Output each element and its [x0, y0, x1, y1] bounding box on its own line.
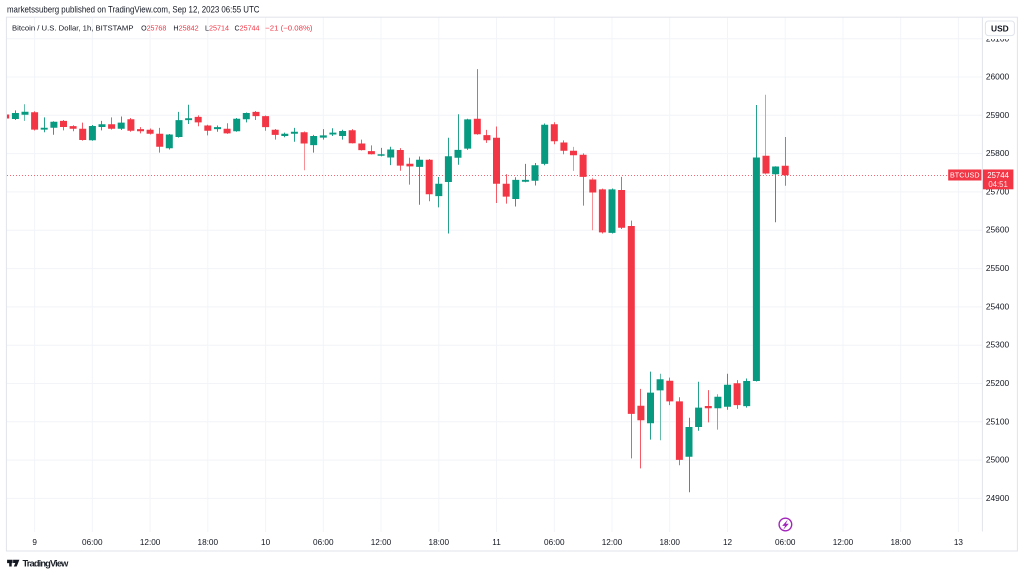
svg-text:06:00: 06:00: [544, 538, 565, 547]
svg-text:BTCUSD: BTCUSD: [950, 171, 980, 180]
svg-text:25400: 25400: [986, 301, 1010, 311]
svg-text:18:00: 18:00: [659, 538, 680, 547]
svg-text:25600: 25600: [986, 225, 1010, 235]
svg-text:12:00: 12:00: [833, 538, 854, 547]
svg-text:USD: USD: [991, 23, 1009, 33]
svg-text:06:00: 06:00: [82, 538, 103, 547]
svg-text:TradingView: TradingView: [23, 558, 70, 568]
svg-text:25800: 25800: [986, 148, 1010, 158]
svg-text:25744: 25744: [987, 171, 1009, 180]
svg-text:12: 12: [723, 538, 733, 547]
svg-text:11: 11: [492, 538, 501, 547]
svg-text:04:51: 04:51: [988, 180, 1008, 189]
svg-text:06:00: 06:00: [775, 538, 796, 547]
svg-text:06:00: 06:00: [313, 538, 334, 547]
svg-text:marketssuberg published on Tra: marketssuberg published on TradingView.c…: [7, 4, 260, 15]
svg-text:24900: 24900: [986, 493, 1010, 503]
svg-text:L25714: L25714: [205, 23, 229, 32]
svg-text:13: 13: [954, 538, 964, 547]
svg-text:25900: 25900: [986, 110, 1010, 120]
svg-text:C25744: C25744: [235, 23, 260, 32]
svg-text:25300: 25300: [986, 340, 1010, 350]
svg-text:18:00: 18:00: [890, 538, 911, 547]
svg-text:25200: 25200: [986, 378, 1010, 388]
svg-text:12:00: 12:00: [371, 538, 392, 547]
svg-text:Bitcoin / U.S. Dollar, 1h, BIT: Bitcoin / U.S. Dollar, 1h, BITSTAMP: [12, 23, 134, 32]
svg-text:25700: 25700: [986, 186, 1010, 196]
svg-text:12:00: 12:00: [140, 538, 161, 547]
svg-text:25100: 25100: [986, 416, 1010, 426]
svg-text:18:00: 18:00: [198, 538, 219, 547]
svg-text:18:00: 18:00: [429, 538, 450, 547]
svg-text:−21 (−0.08%): −21 (−0.08%): [265, 23, 313, 32]
svg-text:10: 10: [261, 538, 271, 547]
svg-text:O25768: O25768: [141, 23, 166, 32]
svg-text:25000: 25000: [986, 455, 1010, 465]
svg-text:9: 9: [32, 538, 37, 547]
svg-text:25500: 25500: [986, 263, 1010, 273]
svg-text:12:00: 12:00: [602, 538, 623, 547]
svg-text:H25842: H25842: [173, 23, 198, 32]
svg-text:26000: 26000: [986, 72, 1010, 82]
